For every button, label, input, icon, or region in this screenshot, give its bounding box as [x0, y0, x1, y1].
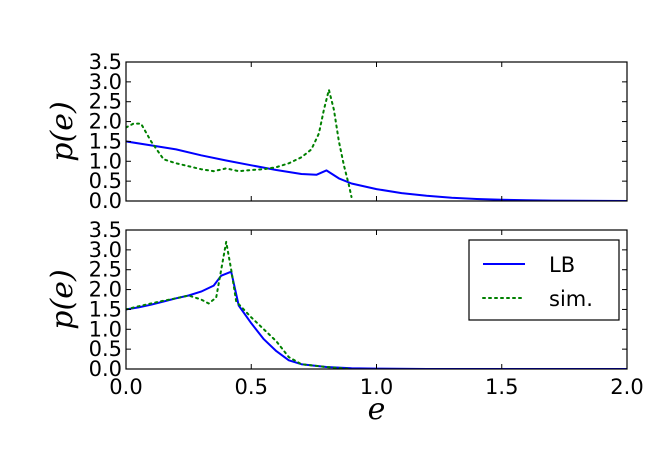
y-tick-label: 3.0	[89, 238, 122, 262]
series-line-lb	[126, 140, 627, 201]
x-axis-label: e	[368, 392, 386, 427]
legend: LB sim.	[468, 239, 620, 321]
y-tick-label: 1.0	[89, 149, 122, 173]
x-tick-label: 2.0	[610, 375, 643, 399]
y-axis-label: p(e)	[45, 101, 80, 161]
bottom-panel: 0.00.51.01.52.02.53.03.50.0 0.5 1.0 1.5 2.0p…	[45, 218, 644, 427]
legend-box	[468, 239, 620, 321]
y-tick-label: 2.0	[89, 278, 122, 302]
y-tick-label: 0.5	[89, 169, 122, 193]
y-tick-label: 0.0	[89, 357, 122, 381]
y-tick-label: 0.5	[89, 337, 122, 361]
y-tick-label: 2.0	[89, 110, 122, 134]
x-tick-label: 0.5	[235, 375, 268, 399]
legend-label-lb: LB	[549, 253, 575, 277]
y-axis-label: p(e)	[45, 269, 80, 329]
top-panel: 0.00.51.01.52.02.53.03.5 p(e)	[45, 50, 628, 213]
y-tick-label: 2.5	[89, 258, 122, 282]
x-tick-label: 1.5	[485, 375, 518, 399]
series-line-sim	[126, 240, 353, 369]
series-line-sim	[126, 88, 353, 198]
y-tick-label: 0.0	[89, 189, 122, 213]
y-tick-label: 1.5	[89, 129, 122, 153]
y-tick-label: 3.0	[89, 70, 122, 94]
legend-label-sim: sim.	[549, 287, 593, 311]
x-tick-label: 0.0	[109, 375, 142, 399]
y-tick-label: 1.0	[89, 317, 122, 341]
y-tick-label: 3.5	[89, 50, 122, 74]
plot-frame	[125, 61, 628, 202]
y-tick-label: 3.5	[89, 218, 122, 242]
x-tick-label: 1.0	[360, 375, 393, 399]
y-tick-label: 2.5	[89, 90, 122, 114]
y-tick-label: 1.5	[89, 297, 122, 321]
